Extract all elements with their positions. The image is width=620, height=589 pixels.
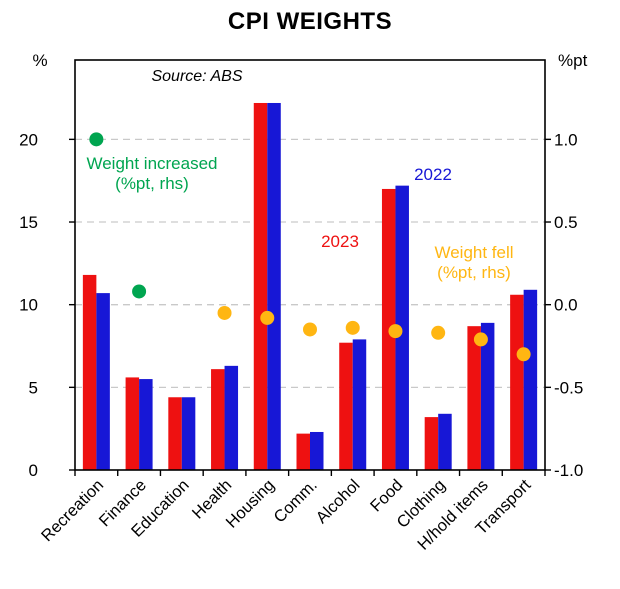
dot-fell-food bbox=[388, 324, 403, 339]
bar-2023-comm bbox=[296, 433, 310, 470]
y-left-tick-label: 15 bbox=[19, 213, 38, 232]
dot-increased-recreation bbox=[89, 132, 104, 147]
chart-title: CPI WEIGHTS bbox=[227, 8, 393, 35]
bar-2023-health bbox=[211, 369, 225, 470]
y-left-tick-label: 20 bbox=[19, 130, 38, 149]
bar-2022-comm bbox=[310, 431, 324, 470]
y-right-tick-label: 0.5 bbox=[554, 213, 578, 232]
bar-2022-clothing bbox=[438, 413, 452, 470]
annotation-label-2023: 2023 bbox=[321, 232, 359, 251]
right-axis-unit-label: %pt bbox=[558, 51, 588, 70]
annotation-weight-fell-line1: Weight fell bbox=[434, 243, 513, 262]
bar-2022-alcohol bbox=[352, 339, 367, 470]
x-tick-label-alcohol: Alcohol bbox=[313, 476, 364, 527]
dot-fell-housing bbox=[260, 310, 275, 325]
y-right-tick-label: -1.0 bbox=[554, 461, 583, 480]
bar-2022-h-hold-items bbox=[480, 322, 495, 470]
bar-2022-education bbox=[181, 397, 196, 470]
bar-2023-education bbox=[168, 397, 182, 470]
dot-fell-alcohol bbox=[345, 320, 360, 335]
bar-2022-food bbox=[395, 185, 409, 471]
bar-2023-clothing bbox=[424, 417, 439, 470]
annotation-weight-increased-line1: Weight increased bbox=[86, 154, 217, 173]
x-tick-label-food: Food bbox=[367, 476, 406, 515]
bar-2023-h-hold-items bbox=[467, 326, 481, 470]
bar-2023-alcohol bbox=[339, 342, 353, 470]
x-tick-label-recreation: Recreation bbox=[38, 476, 107, 545]
dot-fell-health bbox=[217, 305, 232, 320]
y-left-tick-label: 5 bbox=[29, 378, 38, 397]
bar-2022-finance bbox=[139, 379, 153, 470]
left-axis-unit-label: % bbox=[32, 51, 47, 70]
annotation-weight-increased-line2: (%pt, rhs) bbox=[115, 174, 189, 193]
annotation-weight-fell-line2: (%pt, rhs) bbox=[437, 263, 511, 282]
dot-fell-clothing bbox=[431, 325, 446, 340]
bar-2022-recreation bbox=[96, 293, 110, 470]
dot-fell-h-hold-items bbox=[473, 332, 488, 347]
bar-2022-transport bbox=[523, 289, 538, 470]
bar-2023-housing bbox=[253, 102, 268, 470]
bar-2023-transport bbox=[510, 294, 524, 470]
source-label: Source: ABS bbox=[151, 68, 242, 85]
dot-fell-comm bbox=[303, 322, 317, 337]
y-right-tick-label: -0.5 bbox=[554, 378, 583, 397]
bar-2022-health bbox=[224, 365, 239, 470]
dot-fell-transport bbox=[516, 347, 531, 362]
dot-increased-finance bbox=[132, 284, 147, 299]
bar-2023-finance bbox=[125, 377, 140, 470]
y-right-tick-label: 1.0 bbox=[554, 130, 578, 149]
y-left-tick-label: 10 bbox=[19, 296, 38, 315]
x-tick-label-comm: Comm. bbox=[271, 476, 321, 526]
bar-2023-recreation bbox=[82, 274, 97, 470]
bar-2022-housing bbox=[267, 102, 281, 470]
y-right-tick-label: 0.0 bbox=[554, 296, 578, 315]
y-left-tick-label: 0 bbox=[29, 461, 38, 480]
annotation-label-2022: 2022 bbox=[414, 165, 452, 184]
plot-border bbox=[74, 59, 546, 471]
